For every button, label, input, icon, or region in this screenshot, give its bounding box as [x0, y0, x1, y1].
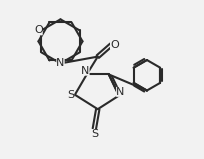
Text: O: O	[110, 40, 119, 50]
Text: N: N	[81, 66, 90, 76]
Text: S: S	[91, 129, 98, 139]
Text: N: N	[56, 58, 65, 68]
Text: S: S	[67, 90, 74, 100]
Text: N: N	[116, 87, 124, 97]
Text: O: O	[34, 25, 43, 35]
